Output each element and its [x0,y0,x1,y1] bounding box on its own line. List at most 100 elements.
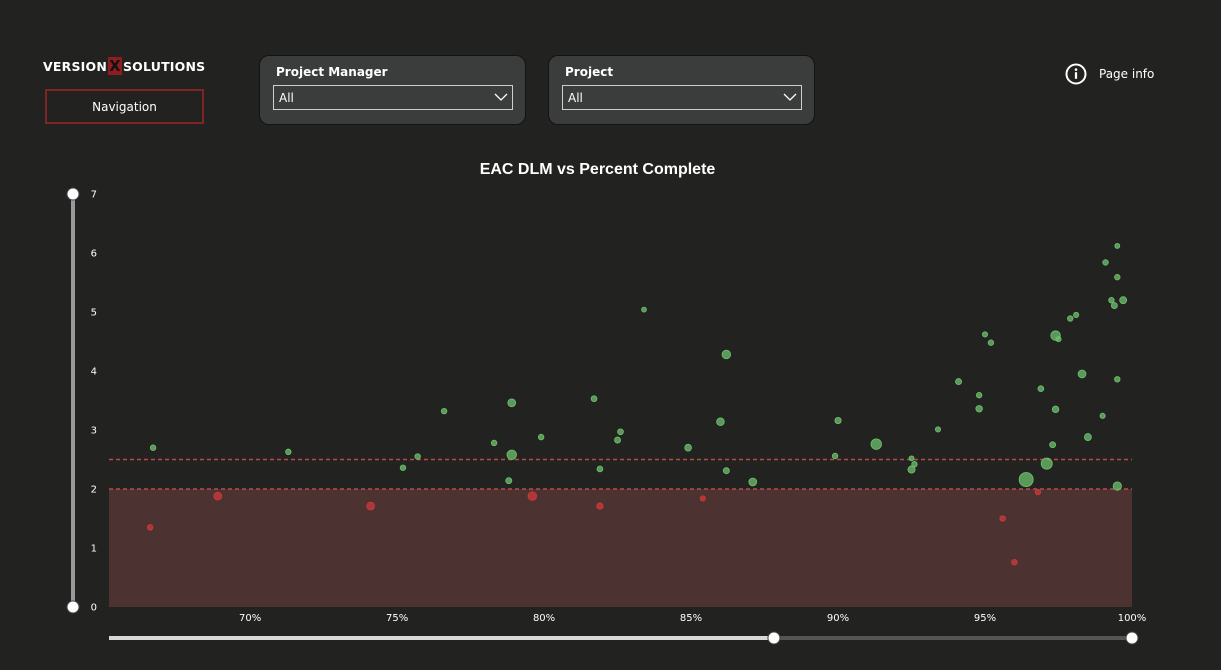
data-point [1119,296,1128,305]
data-point [1108,297,1115,304]
y-tick-label: 0 [91,603,97,614]
data-point [399,464,407,471]
x-slider-start-handle[interactable] [767,631,781,645]
data-point [505,477,513,485]
project-manager-dropdown-value: All [279,91,294,105]
project-slicer-title: Project [565,65,614,79]
x-axis-range-slider[interactable] [109,631,1139,645]
data-point [213,491,223,501]
data-point [596,465,604,473]
x-tick-label: 90% [827,613,849,624]
logo: VERSION X SOLUTIONS [43,57,205,75]
y-slider-top-handle[interactable] [66,187,80,201]
project-manager-dropdown[interactable]: All [273,85,513,110]
data-point [722,467,730,475]
data-point [1037,385,1045,393]
y-tick-label: 2 [91,485,97,496]
data-point [490,439,498,447]
data-point [590,395,598,403]
data-point [748,477,758,487]
data-point [414,453,421,460]
data-point [1114,376,1121,383]
data-point [641,306,647,313]
chevron-down-icon [494,93,508,101]
y-slider-bottom-handle[interactable] [66,600,80,614]
data-point [699,495,706,502]
data-point [1055,336,1062,343]
y-tick-label: 5 [91,308,97,319]
data-point [1073,311,1080,318]
data-point [975,405,983,413]
x-slider-end-handle[interactable] [1125,631,1139,645]
y-tick-label: 1 [91,544,97,555]
data-point [1040,457,1053,470]
data-point [146,524,154,531]
data-point [1110,302,1118,309]
data-point [684,443,692,452]
data-point [527,491,538,501]
data-point [1067,315,1074,322]
y-tick-label: 3 [91,426,97,437]
logo-text-left: VERSION [43,58,107,74]
data-point [1114,243,1121,249]
data-point [834,417,842,425]
data-point [1114,274,1121,281]
data-point [1083,433,1092,441]
data-point [955,378,962,386]
data-point [1051,405,1060,414]
data-point [506,449,517,460]
data-point [975,392,983,399]
x-tick-label: 95% [974,613,996,624]
x-tick-label: 85% [680,613,702,624]
y-axis-range-slider[interactable] [66,187,80,614]
y-tick-label: 7 [91,190,97,201]
data-point [1077,369,1087,379]
chart-title: EAC DLM vs Percent Complete [479,161,716,178]
x-tick-label: 75% [386,613,408,624]
data-point [1112,481,1122,491]
data-point [1011,558,1018,566]
data-point [440,407,448,415]
x-tick-label: 100% [1118,613,1147,624]
navigation-button[interactable]: Navigation [45,89,204,124]
x-tick-label: 70% [239,613,261,624]
data-point [596,502,604,510]
data-point [149,444,157,451]
data-point [934,426,942,433]
data-point [716,417,725,426]
project-dropdown-value: All [568,91,583,105]
data-point [1034,488,1042,496]
data-point [1099,412,1106,419]
data-point [911,461,918,468]
y-tick-label: 6 [91,249,97,260]
logo-text-right: SOLUTIONS [122,58,206,74]
data-point [831,452,839,460]
data-point [999,515,1006,522]
data-point [537,433,545,441]
x-tick-label: 80% [533,613,555,624]
y-tick-label: 4 [91,367,97,378]
page-info-button[interactable]: Page info [1065,63,1154,85]
data-point [614,436,621,444]
chevron-down-icon [783,93,797,101]
data-point [1102,259,1109,266]
data-point [366,501,375,511]
data-point [1049,441,1057,449]
info-icon [1065,63,1087,85]
data-point [617,428,624,436]
project-manager-slicer: Project Manager All [259,55,526,125]
data-point [721,349,732,360]
project-manager-slicer-title: Project Manager [276,65,388,79]
data-point [1018,472,1034,488]
project-slicer: Project All [548,55,815,125]
below-threshold-band [109,489,1132,607]
data-point [987,339,995,346]
data-point [285,448,292,456]
data-point [981,331,989,338]
project-dropdown[interactable]: All [562,85,802,110]
data-point [908,455,915,462]
data-point [870,438,882,450]
data-point [907,465,916,474]
page-info-label: Page info [1099,67,1155,81]
